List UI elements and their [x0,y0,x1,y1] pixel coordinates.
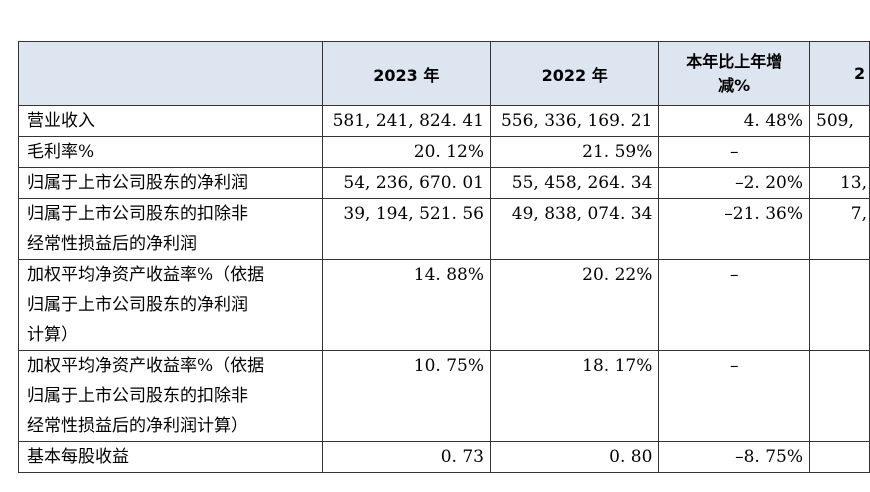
financial-data-table: 2023 年 2022 年 本年比上年增 减% 2 营业收入 581, 241,… [18,41,870,473]
row-label: 营业收入 [18,105,323,137]
header-yoy-change-line1: 本年比上年增 [686,51,783,71]
value-2023: 0. 73 [321,441,492,473]
value-change: – [658,350,811,442]
table-row: 归属于上市公司股东的净利润 54, 236, 670. 01 55, 458, … [18,167,870,199]
header-2023: 2023 年 [321,41,492,106]
value-extra: 13, [809,167,870,199]
row-label-line: 经常性损益后的净利润 [27,234,197,254]
row-label: 加权平均净资产收益率%（依据 归属于上市公司股东的净利润 计算） [18,259,323,351]
table-row: 加权平均净资产收益率%（依据 归属于上市公司股东的扣除非 经常性损益后的净利润计… [18,350,870,442]
row-label: 加权平均净资产收益率%（依据 归属于上市公司股东的扣除非 经常性损益后的净利润计… [18,350,323,442]
value-2022: 556, 336, 169. 21 [489,105,660,137]
row-label-line: 归属于上市公司股东的扣除非 [27,204,248,224]
header-2022: 2022 年 [489,41,660,106]
value-2022: 21. 59% [489,136,660,168]
value-change: –8. 75% [658,441,811,473]
value-2022: 20. 22% [489,259,660,351]
value-2022: 18. 17% [489,350,660,442]
row-label: 归属于上市公司股东的扣除非 经常性损益后的净利润 [18,198,323,260]
row-label-line: 经常性损益后的净利润计算） [27,416,248,436]
value-extra [809,350,870,442]
row-label: 毛利率% [18,136,323,168]
row-label-line: 加权平均净资产收益率%（依据 [27,265,265,285]
row-label-line: 加权平均净资产收益率%（依据 [27,356,265,376]
value-extra [809,441,870,473]
table-header-row: 2023 年 2022 年 本年比上年增 减% 2 [18,41,870,106]
value-change: 4. 48% [658,105,811,137]
value-2023: 39, 194, 521. 56 [321,198,492,260]
table-row: 营业收入 581, 241, 824. 41 556, 336, 169. 21… [18,105,870,137]
value-2023: 10. 75% [321,350,492,442]
value-2022: 49, 838, 074. 34 [489,198,660,260]
value-2022: 55, 458, 264. 34 [489,167,660,199]
header-label-cell [18,41,323,106]
value-change: –21. 36% [658,198,811,260]
row-label: 基本每股收益 [18,441,323,473]
row-label-line: 归属于上市公司股东的净利润 [27,295,248,315]
value-change: –2. 20% [658,167,811,199]
table-row: 基本每股收益 0. 73 0. 80 –8. 75% [18,441,870,473]
table-row: 毛利率% 20. 12% 21. 59% – [18,136,870,168]
value-extra [809,259,870,351]
header-yoy-change-line2: 减% [718,75,751,95]
table-row: 加权平均净资产收益率%（依据 归属于上市公司股东的净利润 计算） 14. 88%… [18,259,870,351]
header-extra: 2 [809,41,870,106]
value-extra: 7, [809,198,870,260]
header-yoy-change: 本年比上年增 减% [658,41,811,106]
row-label-line: 归属于上市公司股东的扣除非 [27,386,248,406]
value-extra [809,136,870,168]
value-2022: 0. 80 [489,441,660,473]
value-2023: 581, 241, 824. 41 [321,105,492,137]
value-extra: 509, [809,105,870,137]
value-2023: 54, 236, 670. 01 [321,167,492,199]
table-row: 归属于上市公司股东的扣除非 经常性损益后的净利润 39, 194, 521. 5… [18,198,870,260]
row-label: 归属于上市公司股东的净利润 [18,167,323,199]
value-2023: 20. 12% [321,136,492,168]
value-2023: 14. 88% [321,259,492,351]
value-change: – [658,259,811,351]
value-change: – [658,136,811,168]
row-label-line: 计算） [27,325,78,345]
